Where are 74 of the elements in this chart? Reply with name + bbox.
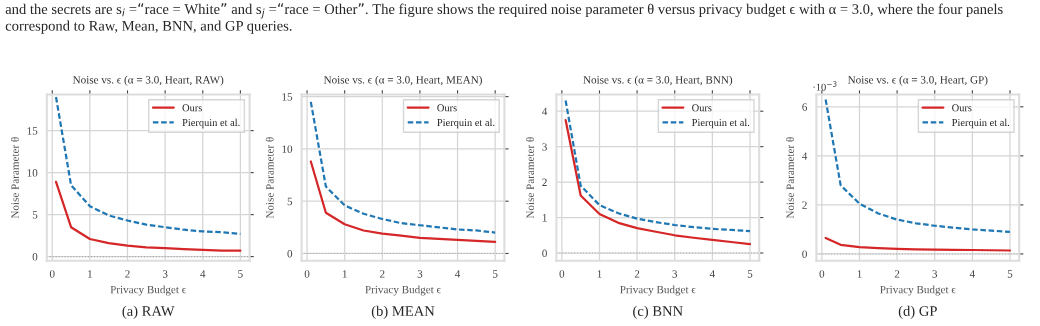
x-tick-label: 3 (672, 270, 678, 278)
legend-label: Pierquin et al. (691, 118, 750, 129)
line-series (824, 236, 1012, 252)
x-tick-label: 5 (747, 270, 753, 278)
x-tick-label: 4 (969, 270, 975, 278)
line-series (309, 160, 497, 244)
chart-title: Noise vs. ϵ (α = 3.0, Heart, GP) (847, 75, 988, 86)
y-tick-label: 1 (542, 214, 547, 222)
text: (c) BNN (633, 305, 683, 319)
y-tick-label: 5 (32, 211, 38, 219)
x-tick-label: 2 (380, 270, 385, 278)
legend-label: Ours (182, 104, 202, 112)
x-tick-label: 0 (304, 270, 310, 278)
text: ·10$^{−3}$ (813, 81, 837, 91)
line-series (564, 118, 752, 246)
text: (d) GP (898, 305, 937, 319)
text: and the secrets are s$_{i}$ =“race = White” and s$_{j}$ =“race = Other”. The figure shows the required noise parameter θ versus privacy budget ϵ with α = 3.0, where the four panels correspond to Raw, Mean, BNN, and GP queries. (5, 3, 1003, 34)
y-tick-label: 10 (27, 169, 38, 177)
legend-label: Ours (437, 104, 457, 112)
y-axis-title: Noise Parameter θ (10, 137, 19, 219)
x-tick-label: 4 (709, 270, 715, 278)
x-tick-label: 0 (819, 270, 825, 278)
x-tick-label: 3 (932, 270, 938, 278)
x-tick-label: 5 (493, 270, 498, 278)
x-tick-label: 1 (857, 270, 862, 278)
x-axis-title: Privacy Budget ϵ (620, 285, 696, 296)
y-axis-title: Noise Parameter θ (526, 137, 534, 219)
x-tick-label: 0 (559, 270, 565, 278)
x-tick-label: 5 (238, 270, 243, 278)
x-tick-label: 4 (455, 270, 461, 278)
line-series (824, 98, 1012, 233)
legend-label: Ours (692, 104, 712, 112)
x-tick-label: 4 (200, 270, 206, 278)
legend-label: Pierquin et al. (951, 118, 1010, 129)
line-series (309, 100, 497, 234)
y-tick-label: 0 (287, 249, 293, 258)
y-tick-label: 10 (282, 145, 293, 153)
y-tick-label: 15 (27, 127, 38, 135)
x-tick-label: 1 (88, 270, 92, 278)
x-tick-label: 2 (125, 270, 130, 278)
line-series (54, 180, 242, 252)
y-tick-label: 4 (802, 152, 808, 160)
y-tick-label: 6 (802, 103, 808, 111)
legend-label: Pierquin et al. (182, 118, 240, 129)
x-tick-label: 2 (894, 270, 900, 278)
x-tick-label: 2 (634, 270, 640, 278)
x-tick-label: 0 (49, 270, 55, 278)
x-tick-label: 3 (162, 270, 168, 278)
legend-label: Pierquin et al. (437, 118, 495, 129)
chart-title: Noise vs. ϵ (α = 3.0, Heart, BNN) (583, 75, 733, 86)
y-tick-label: 4 (542, 107, 548, 116)
y-tick-label: 3 (542, 143, 547, 151)
text: (a) RAW (122, 305, 175, 319)
y-tick-label: 0 (802, 250, 807, 258)
x-axis-title: Privacy Budget ϵ (880, 285, 956, 296)
y-tick-label: 2 (802, 201, 807, 209)
x-tick-label: 1 (342, 270, 347, 278)
x-tick-label: 1 (597, 270, 602, 278)
text: (b) MEAN (371, 305, 435, 319)
x-axis-title: Privacy Budget ϵ (110, 285, 187, 296)
y-tick-label: 5 (287, 197, 293, 206)
y-tick-label: 2 (542, 178, 547, 186)
y-tick-label: 0 (32, 253, 38, 261)
chart-title: Noise vs. ϵ (α = 3.0, Heart, MEAN) (323, 75, 482, 86)
y-axis-title: Noise Parameter θ (786, 137, 794, 219)
chart-title: Noise vs. ϵ (α = 3.0, Heart, RAW) (72, 75, 224, 86)
x-axis-title: Privacy Budget ϵ (365, 285, 441, 296)
legend-label: Ours (952, 104, 972, 112)
y-axis-title: Noise Parameter θ (265, 137, 274, 219)
line-series (564, 99, 752, 233)
y-tick-label: 15 (282, 93, 293, 101)
x-tick-label: 5 (1007, 270, 1013, 278)
y-tick-label: 0 (542, 249, 547, 257)
x-tick-label: 3 (417, 270, 423, 278)
